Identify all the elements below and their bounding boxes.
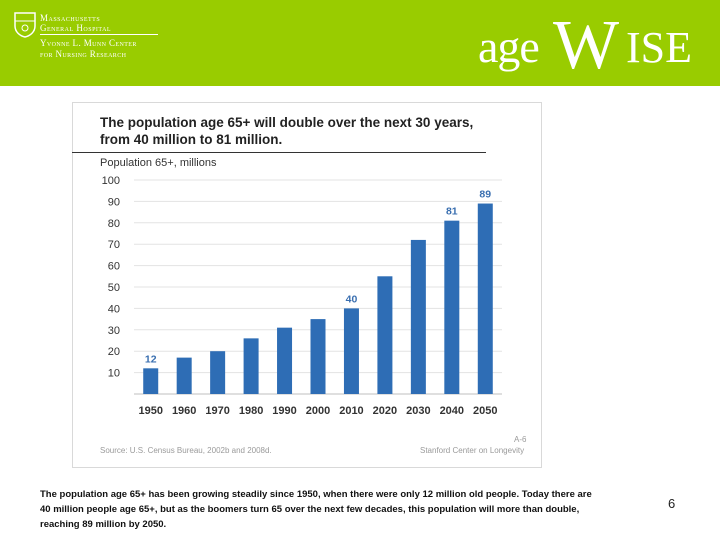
x-tick-label: 2050	[473, 405, 497, 417]
y-tick-label: 50	[108, 282, 120, 294]
y-tick-label: 70	[108, 239, 120, 251]
chart-frame	[72, 102, 542, 468]
x-tick-label: 1960	[172, 405, 196, 417]
y-tick-label: 10	[108, 368, 120, 380]
bar	[377, 276, 393, 394]
source-note: Source: U.S. Census Bureau, 2002b and 20…	[100, 446, 272, 455]
x-tick-label: 1990	[272, 405, 296, 417]
slide-caption: The population age 65+ has been growing …	[40, 489, 592, 530]
data-label: 81	[446, 206, 458, 218]
agewise-logo-age: age	[478, 21, 540, 72]
org-divider	[40, 34, 158, 35]
org-name: Massachusetts General Hospital	[40, 13, 111, 33]
title-divider	[72, 152, 486, 153]
x-tick-label: 2010	[339, 405, 363, 417]
y-tick-label: 90	[108, 196, 120, 208]
x-tick-label: 1980	[239, 405, 263, 417]
y-tick-label: 60	[108, 261, 120, 273]
bar	[310, 319, 326, 394]
bar	[277, 327, 293, 394]
page-code: A-6	[514, 435, 527, 444]
bar	[477, 203, 493, 394]
bar	[444, 220, 460, 394]
org-line-2: General Hospital	[40, 23, 112, 33]
data-label: 40	[346, 293, 358, 305]
bar	[343, 308, 359, 394]
y-axis-label: Population 65+, millions	[100, 157, 217, 169]
source-credit: Stanford Center on Longevity	[420, 446, 525, 455]
x-tick-label: 2020	[373, 405, 397, 417]
x-tick-label: 2000	[306, 405, 330, 417]
center-line-2: for Nursing Research	[40, 49, 127, 59]
center-name: Yvonne L. Munn Center for Nursing Resear…	[40, 38, 137, 60]
y-tick-label: 100	[102, 175, 120, 187]
header-banner: Massachusetts General Hospital Yvonne L.…	[0, 0, 720, 86]
y-tick-label: 20	[108, 346, 120, 358]
data-label: 12	[145, 353, 157, 365]
y-tick-label: 30	[108, 325, 120, 337]
bar	[143, 368, 159, 394]
agewise-logo: age W ISE	[478, 7, 698, 84]
agewise-logo-ise: ISE	[626, 23, 692, 72]
mgh-shield-icon	[14, 12, 36, 38]
agewise-logo-w: W	[553, 7, 620, 84]
x-tick-label: 2040	[440, 405, 464, 417]
bar	[243, 338, 259, 394]
slide-number: 6	[668, 496, 676, 511]
x-tick-label: 1950	[138, 405, 162, 417]
data-label: 89	[479, 189, 491, 201]
y-tick-label: 40	[108, 303, 120, 315]
x-tick-label: 1970	[205, 405, 229, 417]
bar	[176, 357, 192, 394]
center-line-1: Yvonne L. Munn Center	[40, 38, 137, 48]
org-line-1: Massachusetts	[40, 13, 101, 23]
chart-title: The population age 65+ will double over …	[100, 115, 474, 147]
x-tick-label: 2030	[406, 405, 430, 417]
y-tick-label: 80	[108, 218, 120, 230]
bar	[210, 351, 226, 394]
bar	[410, 239, 426, 394]
